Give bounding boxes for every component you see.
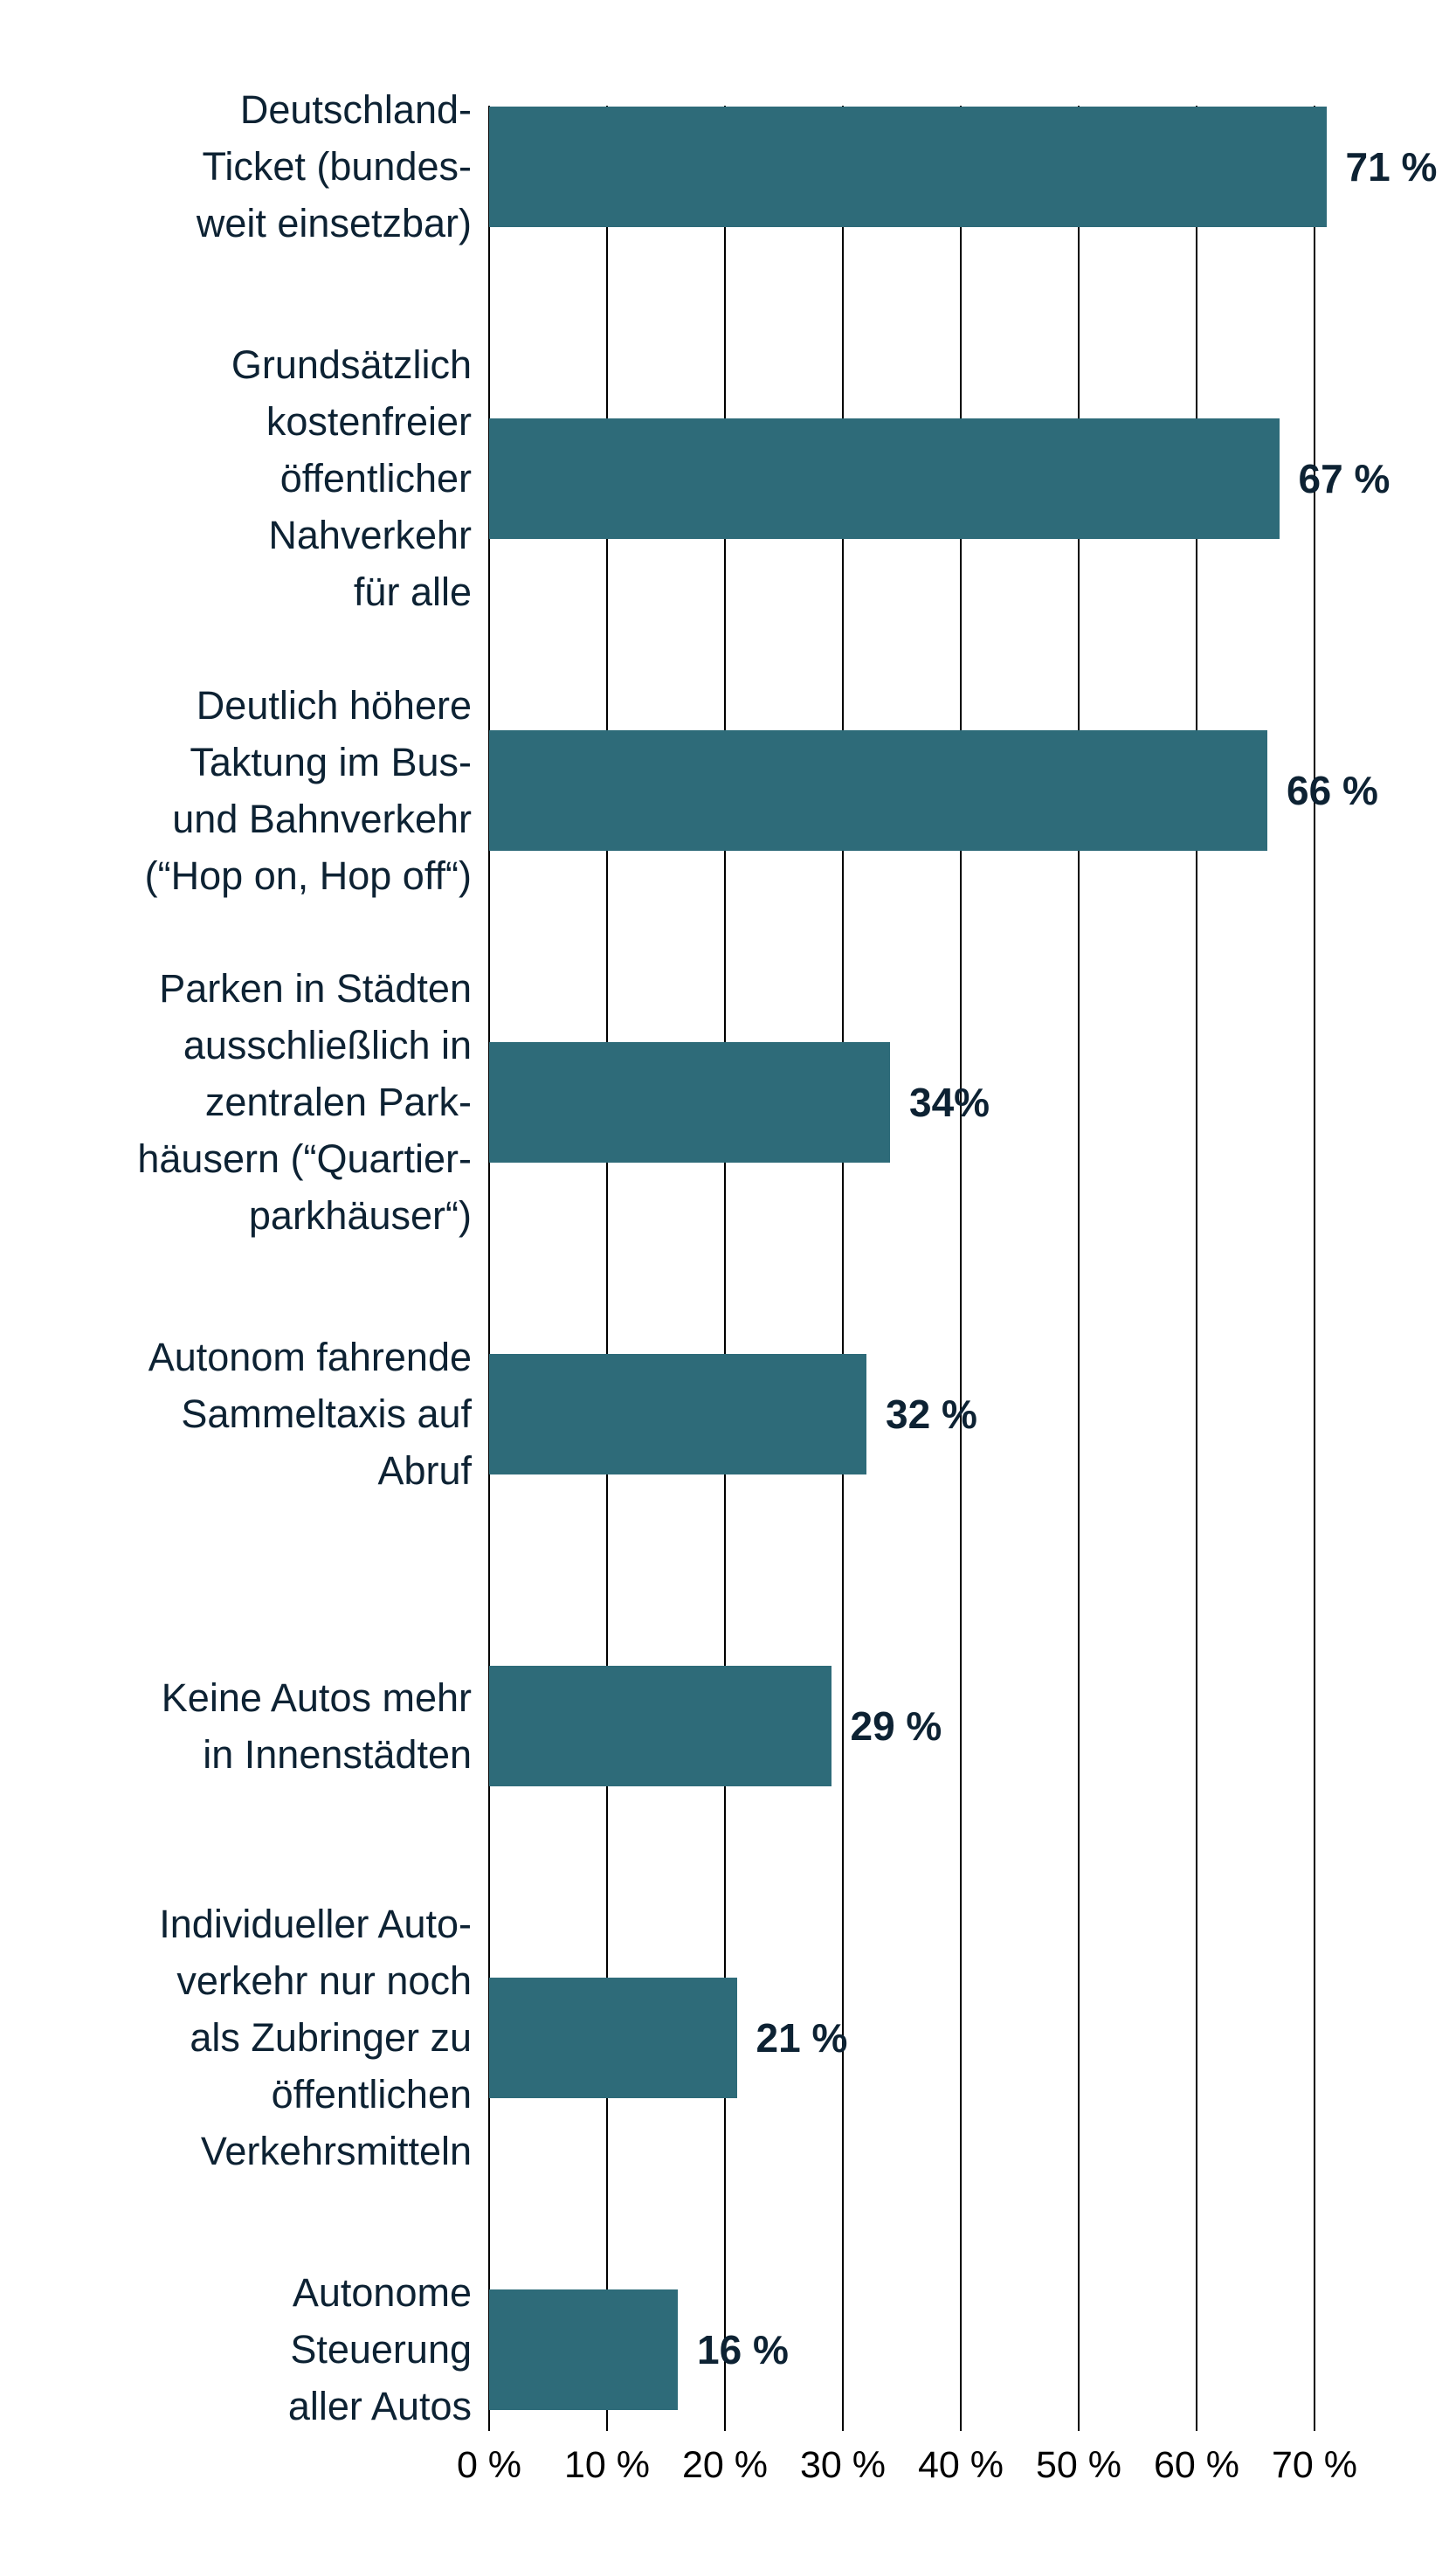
value-label: 67 % xyxy=(1298,455,1390,501)
plot-area: 16 % xyxy=(489,2193,1315,2505)
value-label: 29 % xyxy=(850,1702,942,1749)
category-label: Autonom fahrende Sammeltaxis auf Abruf xyxy=(148,1335,472,1493)
category-label: Deutschland- Ticket (bundes- weit einset… xyxy=(196,87,472,245)
x-axis: 0 % 10 % 20 % 30 % 40 % 50 % 60 % 70 % xyxy=(457,2444,1357,2505)
x-tick-label: 40 % xyxy=(917,2444,1004,2486)
chart-row: Deutschland- Ticket (bundes- weit einset… xyxy=(0,10,1456,322)
x-tick-label: 50 % xyxy=(1035,2444,1122,2486)
chart-row: Keine Autos mehr in Innenstädten 29 % xyxy=(0,1570,1456,1882)
x-tick-label: 10 % xyxy=(563,2444,651,2486)
plot-area: 71 % xyxy=(489,10,1437,322)
gridline xyxy=(1078,106,1080,2431)
bar xyxy=(489,418,1280,539)
category-label: Autonome Steuerung aller Autos xyxy=(287,2270,472,2428)
plot-area: 67 % xyxy=(489,322,1390,634)
plot-area: 34% xyxy=(489,946,1315,1258)
bar xyxy=(489,106,1327,227)
category-label: Individueller Auto- verkehr nur noch als… xyxy=(159,1902,472,2173)
bar xyxy=(489,729,1267,851)
value-label: 71 % xyxy=(1345,143,1438,190)
value-label: 16 % xyxy=(697,2326,789,2372)
value-label: 66 % xyxy=(1287,767,1378,813)
category-label: Keine Autos mehr in Innenstädten xyxy=(161,1675,472,1777)
gridline xyxy=(606,106,608,2431)
chart-row: Individueller Auto- verkehr nur noch als… xyxy=(0,1882,1456,2193)
plot-area: 32 % xyxy=(489,1258,1315,1570)
category-label: Parken in Städten ausschließlich in zent… xyxy=(137,966,472,1238)
chart-rows: Deutschland- Ticket (bundes- weit einset… xyxy=(0,10,1456,2505)
chart-row: Grundsätzlich kostenfreier öffentlicher … xyxy=(0,322,1456,634)
bar xyxy=(489,1665,832,1786)
gridline xyxy=(488,106,490,2431)
x-tick-label: 0 % xyxy=(456,2444,522,2486)
gridline xyxy=(960,106,962,2431)
plot-area: 66 % xyxy=(489,634,1378,946)
bar xyxy=(489,1041,890,1163)
plot-area: 21 % xyxy=(489,1882,1315,2193)
bar xyxy=(489,1353,866,1474)
gridline xyxy=(1314,106,1315,2431)
bar xyxy=(489,1977,737,2098)
category-label: Grundsätzlich kostenfreier öffentlicher … xyxy=(231,342,472,614)
chart-row: Autonom fahrende Sammeltaxis auf Abruf 3… xyxy=(0,1258,1456,1570)
x-tick-label: 60 % xyxy=(1153,2444,1240,2486)
value-label: 21 % xyxy=(756,2014,848,2061)
value-label: 34% xyxy=(909,1079,990,1125)
x-tick-label: 30 % xyxy=(799,2444,887,2486)
x-tick-label: 70 % xyxy=(1271,2444,1358,2486)
gridline xyxy=(724,106,726,2431)
chart-row: Autonome Steuerung aller Autos 16 % xyxy=(0,2193,1456,2505)
x-tick-label: 20 % xyxy=(681,2444,769,2486)
chart-row: Deutlich höhere Taktung im Bus- und Bahn… xyxy=(0,634,1456,946)
bar xyxy=(489,2289,678,2410)
gridlines-layer xyxy=(488,106,1315,2431)
plot-area: 29 % xyxy=(489,1570,1315,1882)
gridline xyxy=(842,106,844,2431)
category-label: Deutlich höhere Taktung im Bus- und Bahn… xyxy=(144,682,472,898)
chart-row: Parken in Städten ausschließlich in zent… xyxy=(0,946,1456,1258)
gridline xyxy=(1196,106,1197,2431)
value-label: 32 % xyxy=(886,1391,977,1437)
